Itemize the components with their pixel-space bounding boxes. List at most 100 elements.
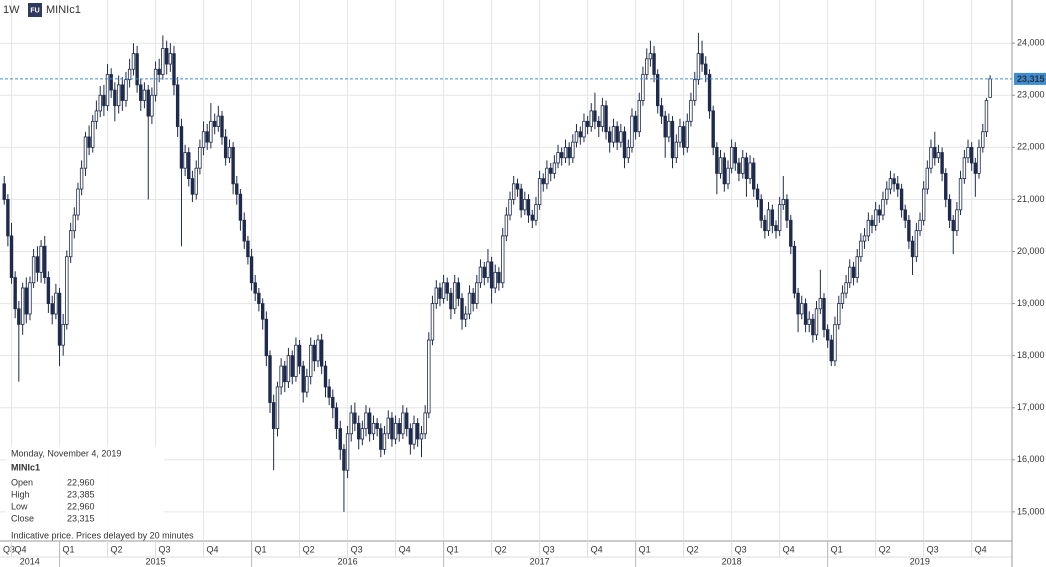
candle-body xyxy=(866,219,871,237)
candle-body xyxy=(294,344,298,377)
candle-body xyxy=(153,68,158,96)
candle-body xyxy=(441,282,446,299)
candle-body xyxy=(825,329,830,341)
candle-body xyxy=(504,214,509,237)
candle-body xyxy=(515,183,520,190)
info-value: 23,315 xyxy=(67,513,95,523)
candle-body xyxy=(722,157,727,185)
candle-body xyxy=(79,167,84,190)
candle-body xyxy=(401,412,405,435)
candle-body xyxy=(268,355,272,403)
candle-body xyxy=(453,282,457,310)
candle-body xyxy=(28,282,32,315)
info-value: 23,385 xyxy=(67,489,95,499)
candle-body xyxy=(785,199,789,221)
candle-body xyxy=(83,136,88,169)
candle-body xyxy=(50,303,54,315)
candle-body xyxy=(501,235,505,284)
candle-body xyxy=(142,89,147,101)
candle-body xyxy=(72,214,77,232)
candle-body xyxy=(921,188,926,221)
candle-body xyxy=(914,230,919,258)
candle-body xyxy=(183,152,187,169)
candle-body xyxy=(567,146,571,159)
candle-body xyxy=(319,339,324,367)
candle-body xyxy=(375,422,379,429)
candle-body xyxy=(367,412,372,435)
candle-body xyxy=(460,297,464,320)
y-tick-label: 20,000 xyxy=(1017,246,1045,256)
candle-body xyxy=(707,74,712,112)
candle-body xyxy=(290,355,294,377)
candle-body xyxy=(744,157,749,180)
candle-body xyxy=(556,152,560,164)
candle-body xyxy=(748,162,752,180)
candle-body xyxy=(984,100,989,133)
x-tick-label: Q2 xyxy=(495,544,507,554)
x-tick-label: Q3 xyxy=(159,544,171,554)
candle-body xyxy=(674,141,679,159)
info-label: Close xyxy=(11,513,34,523)
candle-body xyxy=(670,120,675,159)
candle-body xyxy=(327,386,331,398)
x-tick-label: Q1 xyxy=(831,544,843,554)
candle-body xyxy=(807,318,811,325)
candle-body xyxy=(526,199,531,216)
candle-body xyxy=(150,94,154,117)
candle-body xyxy=(139,84,143,101)
candle-body xyxy=(275,386,280,429)
candle-body xyxy=(534,204,538,221)
candle-body xyxy=(947,199,952,221)
candle-body xyxy=(689,100,693,122)
x-tick-label: Q2 xyxy=(687,544,699,554)
candle-body xyxy=(434,287,438,304)
candle-body xyxy=(508,199,512,216)
candle-body xyxy=(693,79,697,101)
candle-body xyxy=(593,110,597,122)
candle-body xyxy=(54,292,58,315)
candle-body xyxy=(862,235,867,242)
candle-body xyxy=(755,188,760,200)
candle-body xyxy=(20,287,25,325)
candle-body xyxy=(877,209,882,216)
x-tick-label: Q2 xyxy=(111,544,123,554)
candle-body xyxy=(260,303,265,320)
x-tick-label: Q4 xyxy=(207,544,219,554)
candle-body xyxy=(194,167,198,195)
candle-body xyxy=(164,48,169,65)
candle-body xyxy=(611,126,616,143)
candle-body xyxy=(774,225,778,232)
candle-body xyxy=(969,146,974,164)
candle-body xyxy=(201,131,206,148)
candle-body xyxy=(940,152,944,174)
interval[interactable]: 1W xyxy=(3,4,20,16)
y-tick-label: 17,000 xyxy=(1017,402,1045,412)
candle-body xyxy=(46,277,51,304)
candle-body xyxy=(796,292,800,315)
candle-body xyxy=(489,261,494,289)
candle-body xyxy=(467,292,472,315)
symbol[interactable]: MINIc1 xyxy=(46,4,81,16)
candle-body xyxy=(493,271,497,289)
candle-body xyxy=(844,282,848,294)
candle-body xyxy=(578,131,583,138)
candle-body xyxy=(124,79,128,101)
candle-body xyxy=(667,120,671,138)
y-tick-label: 15,000 xyxy=(1017,506,1045,516)
candle-body xyxy=(113,89,117,107)
candle-body xyxy=(430,303,435,341)
candle-body xyxy=(726,167,730,185)
candle-body xyxy=(242,219,246,242)
candle-body xyxy=(711,110,715,148)
candle-body xyxy=(737,162,741,174)
candle-body xyxy=(65,256,69,325)
candle-body xyxy=(209,120,213,143)
y-tick-label: 19,000 xyxy=(1017,298,1045,308)
candle-body xyxy=(910,240,915,258)
candle-body xyxy=(98,94,102,112)
candle-body xyxy=(127,68,132,81)
candle-body xyxy=(962,157,967,180)
candle-body xyxy=(511,183,516,200)
